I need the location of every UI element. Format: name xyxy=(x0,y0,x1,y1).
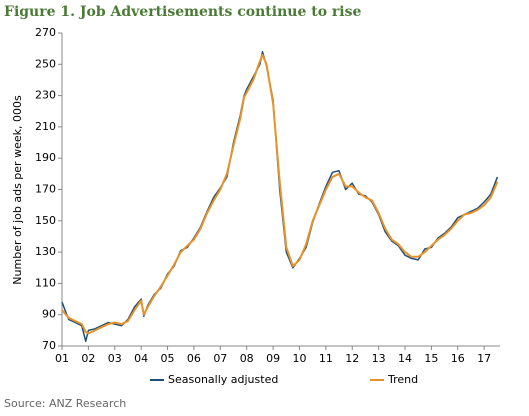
x-tick-label: 08 xyxy=(240,352,254,365)
x-tick-label: 07 xyxy=(213,352,227,365)
legend-label: Seasonally adjusted xyxy=(168,373,278,386)
legend-label: Trend xyxy=(387,373,418,386)
x-tick-label: 09 xyxy=(266,352,280,365)
x-tick-label: 12 xyxy=(345,352,359,365)
y-tick-label: 150 xyxy=(35,214,56,227)
y-tick-label: 90 xyxy=(42,308,56,321)
y-tick-label: 270 xyxy=(35,26,56,39)
series-line xyxy=(61,51,499,343)
x-tick-label: 02 xyxy=(81,352,95,365)
x-tick-label: 01 xyxy=(55,352,69,365)
y-tick-label: 210 xyxy=(35,120,56,133)
x-tick-label: 05 xyxy=(161,352,175,365)
y-tick-label: 250 xyxy=(35,57,56,70)
x-tick-label: 16 xyxy=(451,352,465,365)
x-tick-label: 14 xyxy=(398,352,412,365)
source: Source: ANZ Research xyxy=(4,397,126,410)
y-tick-label: 130 xyxy=(35,245,56,258)
y-tick-label: 190 xyxy=(35,151,56,164)
x-tick-label: 17 xyxy=(477,352,491,365)
x-tick-label: 06 xyxy=(187,352,201,365)
x-tick-label: 13 xyxy=(372,352,386,365)
x-tick-label: 03 xyxy=(108,352,122,365)
x-tick-label: 10 xyxy=(292,352,306,365)
chart-title: Figure 1. Job Advertisements continue to… xyxy=(4,4,361,20)
x-tick-label: 11 xyxy=(319,352,333,365)
y-tick-label: 70 xyxy=(42,339,56,352)
y-tick-label: 110 xyxy=(35,276,56,289)
series-line xyxy=(61,53,499,335)
y-tick-label: 230 xyxy=(35,89,56,102)
x-tick-label: 04 xyxy=(134,352,148,365)
y-tick-label: 170 xyxy=(35,183,56,196)
y-axis-label: Number of job ads per week, 000s xyxy=(11,95,24,285)
x-tick-label: 15 xyxy=(424,352,438,365)
